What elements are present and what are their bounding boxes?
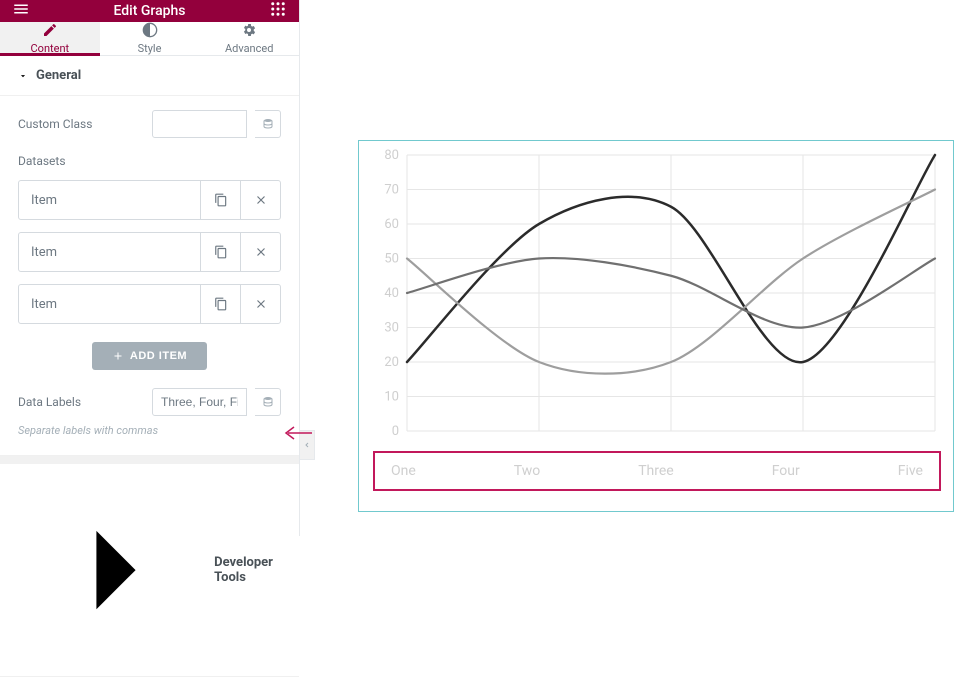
data-labels-input[interactable] (152, 388, 247, 416)
section-developer-toggle[interactable]: Developer Tools (0, 456, 299, 677)
close-icon (254, 193, 268, 207)
remove-button[interactable] (240, 181, 280, 219)
remove-button[interactable] (240, 285, 280, 323)
chart-widget[interactable]: 0 10 20 30 40 50 60 70 80 One Two Three Four Fiv… (358, 140, 954, 512)
panel-title: Edit Graphs (113, 3, 185, 19)
caret-down-icon (18, 71, 28, 81)
x-label: Five (898, 463, 923, 479)
pencil-icon (42, 22, 58, 38)
caret-right-icon (18, 476, 206, 664)
data-labels-label: Data Labels (18, 395, 144, 409)
tab-label: Content (31, 42, 70, 55)
x-label: One (391, 463, 416, 479)
duplicate-button[interactable] (200, 285, 240, 323)
data-labels-hint: Separate labels with commas (18, 424, 281, 437)
database-icon (262, 118, 274, 130)
remove-button[interactable] (240, 233, 280, 271)
svg-text:10: 10 (384, 390, 399, 405)
svg-text:80: 80 (384, 148, 399, 163)
contrast-icon (142, 22, 158, 38)
dataset-item-name: Item (19, 285, 200, 323)
copy-icon (214, 193, 228, 207)
svg-text:60: 60 (384, 217, 399, 232)
x-label: Three (638, 463, 674, 479)
dataset-item[interactable]: Item (18, 284, 281, 324)
dataset-item[interactable]: Item (18, 180, 281, 220)
section-general-toggle[interactable]: General (0, 56, 299, 96)
svg-text:70: 70 (384, 183, 399, 198)
annotation-arrow (284, 423, 314, 443)
copy-icon (214, 297, 228, 311)
close-icon (254, 245, 268, 259)
dataset-item[interactable]: Item (18, 232, 281, 272)
svg-text:50: 50 (384, 252, 399, 267)
dataset-item-name: Item (19, 181, 200, 219)
custom-class-label: Custom Class (18, 117, 144, 131)
close-icon (254, 297, 268, 311)
svg-text:40: 40 (384, 286, 399, 301)
tabs: Content Style Advanced (0, 22, 299, 56)
x-labels-highlight: One Two Three Four Five (373, 451, 941, 491)
section-title: Developer Tools (214, 555, 281, 585)
copy-icon (214, 245, 228, 259)
custom-class-input[interactable] (152, 110, 247, 138)
gear-icon (241, 22, 257, 38)
tab-label: Advanced (225, 42, 273, 55)
svg-text:20: 20 (384, 355, 399, 370)
duplicate-button[interactable] (200, 181, 240, 219)
section-general-body: Custom Class Datasets Item Item Item (0, 96, 299, 456)
svg-text:0: 0 (392, 424, 399, 439)
add-item-button[interactable]: ADD ITEM (92, 342, 207, 370)
tab-content[interactable]: Content (0, 22, 100, 55)
tab-style[interactable]: Style (100, 22, 200, 55)
line-chart: 0 10 20 30 40 50 60 70 80 (371, 147, 941, 447)
dynamic-tags-button[interactable] (255, 388, 281, 416)
duplicate-button[interactable] (200, 233, 240, 271)
dynamic-tags-button[interactable] (255, 110, 281, 138)
datasets-label: Datasets (18, 154, 281, 168)
database-icon (262, 396, 274, 408)
apps-icon[interactable] (269, 0, 287, 22)
dataset-item-name: Item (19, 233, 200, 271)
menu-icon[interactable] (12, 0, 30, 22)
plus-icon (112, 350, 124, 362)
svg-text:30: 30 (384, 321, 399, 336)
tab-label: Style (138, 42, 162, 55)
x-label: Four (772, 463, 800, 479)
section-title: General (36, 68, 81, 83)
tab-advanced[interactable]: Advanced (199, 22, 299, 55)
x-label: Two (514, 463, 540, 479)
panel-top-bar: Edit Graphs (0, 0, 299, 22)
add-item-label: ADD ITEM (130, 350, 187, 362)
